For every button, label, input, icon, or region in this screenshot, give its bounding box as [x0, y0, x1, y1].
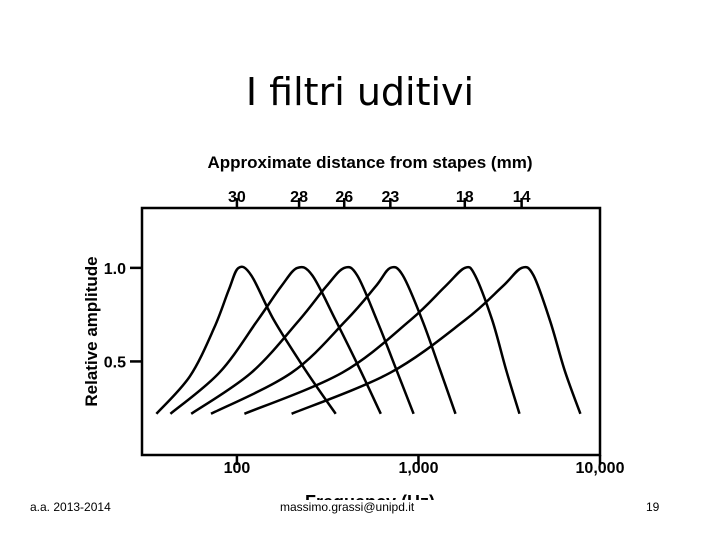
top-axis-tick-label: 18	[456, 189, 474, 206]
y-axis-label: Relative amplitude	[82, 256, 101, 406]
top-axis-tick-label: 30	[228, 189, 246, 206]
x-axis-tick-label: 100	[224, 460, 251, 477]
x-axis-label: Frequency (Hz)	[305, 492, 435, 500]
filter-curve-4	[210, 265, 457, 415]
top-axis-tick-label: 23	[381, 189, 399, 206]
x-axis-tick-label: 10,000	[576, 460, 625, 477]
footer-course-year: a.a. 2013-2014	[30, 500, 111, 514]
filter-curve-5	[243, 265, 521, 415]
filter-curve-3	[190, 265, 415, 415]
top-axis-title: Approximate distance from stapes (mm)	[208, 153, 533, 172]
top-axis-tick-label: 28	[290, 189, 308, 206]
plot-frame	[140, 206, 602, 457]
footer-slide-number: 19	[646, 500, 660, 514]
footer-email[interactable]: massimo.grassi@unipd.it	[280, 500, 415, 514]
filter-curve-2	[169, 265, 382, 415]
top-axis-tick-label: 14	[513, 189, 531, 206]
y-axis-tick-label: 1.0	[104, 261, 126, 278]
auditory-filters-chart: Approximate distance from stapes (mm) 30 2…	[82, 153, 625, 500]
x-axis-tick-label: 1,000	[398, 460, 438, 477]
slide-title: I filtri uditivi	[245, 70, 475, 114]
y-axis-tick-label: 0.5	[104, 354, 126, 371]
filter-curve-1	[155, 265, 337, 415]
filter-curve-6	[291, 265, 582, 415]
top-axis-tick-label: 26	[335, 189, 353, 206]
